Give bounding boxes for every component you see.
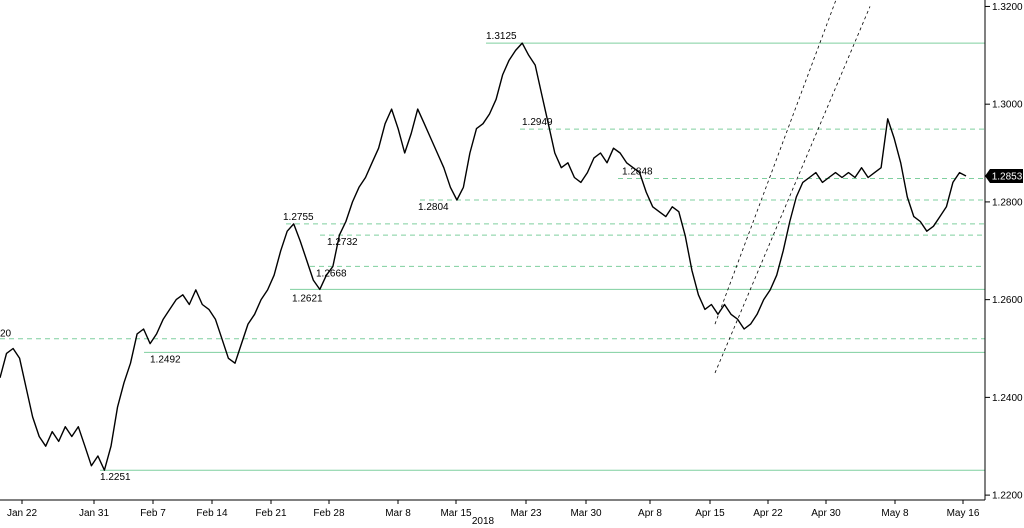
horizontal-levels bbox=[0, 42, 985, 471]
x-tick-label-10: Apr 8 bbox=[638, 508, 662, 519]
y-tick-label-3: 1.2800 bbox=[992, 197, 1023, 208]
x-tick-label-0: Jan 22 bbox=[7, 508, 37, 519]
level-label-5: 1.2732 bbox=[327, 237, 358, 248]
x-tick-label-4: Feb 21 bbox=[255, 508, 287, 519]
y-axis: 1.2200 1.2400 1.2600 1.2800 1.3000 1.3200 bbox=[984, 0, 1023, 502]
level-label-1: 1.2949 bbox=[522, 117, 553, 128]
last-value-box bbox=[985, 169, 1023, 184]
level-labels: 1.3125 1.2949 1.2848 1.2804 1.2755 1.2732 1.26… bbox=[0, 31, 653, 483]
level-label-6: 1.2668 bbox=[316, 268, 347, 279]
x-tick-label-8: Mar 23 bbox=[510, 508, 542, 519]
x-tick-label-2: Feb 7 bbox=[140, 508, 166, 519]
y-tick-label-5: 1.3200 bbox=[992, 2, 1023, 13]
level-label-10: 1.2251 bbox=[100, 472, 131, 483]
x-axis: Jan 22 Jan 31 Feb 7 Feb 14 Feb 21 Feb 28 Mar 8… bbox=[0, 499, 985, 519]
channel-line-1 bbox=[714, 0, 837, 325]
x-tick-label-1: Jan 31 bbox=[79, 508, 109, 519]
x-tick-label-9: Mar 30 bbox=[570, 508, 602, 519]
channel-line-0 bbox=[714, 6, 871, 374]
x-tick-label-7: Mar 15 bbox=[440, 508, 472, 519]
year-label: 2018 bbox=[472, 516, 495, 527]
level-label-4: 1.2755 bbox=[283, 212, 314, 223]
level-label-7: 1.2621 bbox=[292, 293, 323, 304]
x-tick-label-6: Mar 8 bbox=[385, 508, 411, 519]
x-tick-label-11: Apr 15 bbox=[695, 508, 725, 519]
trend-channel bbox=[714, 0, 871, 374]
price-series bbox=[0, 42, 967, 471]
y-tick-label-1: 1.2400 bbox=[992, 393, 1023, 404]
x-tick-label-14: May 8 bbox=[881, 508, 909, 519]
level-label-9: 1.2492 bbox=[150, 354, 181, 365]
level-label-2: 1.2848 bbox=[622, 166, 653, 177]
level-label-3: 1.2804 bbox=[418, 202, 449, 213]
x-tick-label-12: Apr 22 bbox=[753, 508, 783, 519]
price-line bbox=[0, 42, 967, 471]
y-tick-label-4: 1.3000 bbox=[992, 100, 1023, 111]
y-tick-label-2: 1.2600 bbox=[992, 295, 1023, 306]
level-label-8: 20 bbox=[0, 329, 12, 340]
level-label-0: 1.3125 bbox=[486, 31, 517, 42]
last-value-text: 1.2853 bbox=[992, 172, 1023, 183]
last-value-marker: 1.2853 bbox=[985, 169, 1023, 184]
y-tick-label-0: 1.2200 bbox=[992, 491, 1023, 502]
x-tick-label-13: Apr 30 bbox=[811, 508, 841, 519]
x-tick-label-15: May 16 bbox=[947, 508, 980, 519]
x-tick-label-3: Feb 14 bbox=[196, 508, 228, 519]
x-tick-label-5: Feb 28 bbox=[313, 508, 345, 519]
